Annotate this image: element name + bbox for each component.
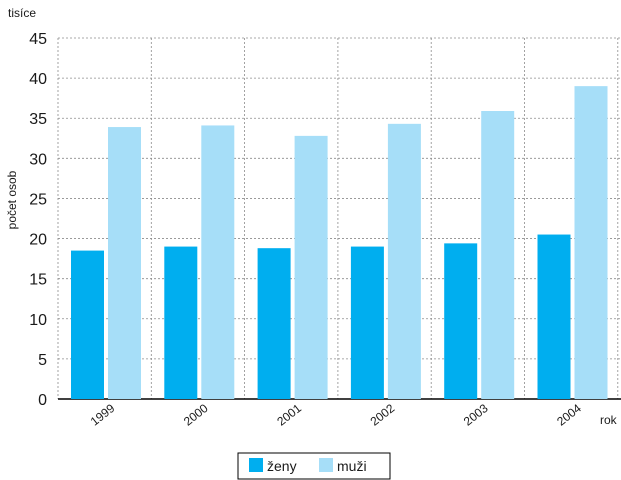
y-tick-label: 20 (29, 232, 47, 249)
bar-muži-2001 (294, 135, 328, 400)
x-tick-label: 2004 (554, 401, 584, 429)
bar-muži-2002 (387, 123, 421, 400)
y-tick-label: 45 (29, 31, 47, 48)
unit-label: tisíce (8, 6, 36, 20)
bar-ženy-1999 (71, 250, 104, 399)
x-tick-label: 2003 (461, 401, 491, 429)
bar-ženy-2000 (164, 246, 198, 399)
bar-muži-1999 (108, 127, 141, 400)
bars (71, 86, 608, 400)
bar-ženy-2002 (350, 246, 384, 399)
bar-muži-2000 (201, 125, 235, 399)
legend-swatch-muži (319, 458, 333, 472)
x-tick-label: 2000 (181, 401, 211, 429)
bar-ženy-2003 (444, 243, 478, 399)
y-tick-label: 40 (29, 71, 47, 88)
y-tick-label: 15 (29, 272, 47, 289)
legend-label-ženy: ženy (267, 458, 297, 474)
y-tick-label: 25 (29, 191, 47, 208)
y-axis-title: počet osob (5, 170, 19, 229)
legend-label-muži: muži (337, 458, 367, 474)
legend-swatch-ženy (249, 458, 263, 472)
legend-box (237, 452, 391, 480)
bar-muži-2003 (481, 111, 515, 399)
bar-ženy-2001 (257, 248, 291, 399)
bar-muži-2004 (574, 86, 608, 399)
y-tick-label: 30 (29, 151, 47, 168)
x-axis-title: rok (600, 413, 618, 427)
x-tick-label: 2002 (368, 401, 398, 429)
y-tick-label: 0 (38, 392, 47, 409)
gridlines (57, 37, 621, 400)
x-tick-labels: 1999 2000 2001 2002 2003 2004 (88, 401, 584, 429)
legend: ženy muži (237, 452, 391, 480)
x-tick-label: 2001 (274, 401, 304, 429)
y-tick-label: 35 (29, 111, 47, 128)
y-tick-label: 5 (38, 352, 47, 369)
y-tick-labels: 0 5 10 15 20 25 30 35 40 45 (29, 31, 47, 409)
y-tick-label: 10 (29, 312, 47, 329)
x-tick-label: 1999 (88, 401, 118, 429)
bar-ženy-2004 (537, 234, 571, 399)
